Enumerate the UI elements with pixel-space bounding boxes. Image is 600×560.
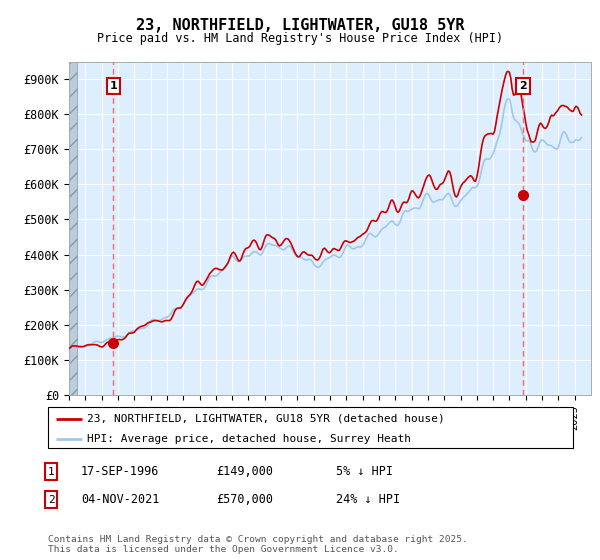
Text: 5% ↓ HPI: 5% ↓ HPI [336, 465, 393, 478]
Text: 1: 1 [47, 466, 55, 477]
Text: £149,000: £149,000 [216, 465, 273, 478]
FancyBboxPatch shape [48, 407, 573, 448]
Bar [69, 62, 77, 395]
Text: 23, NORTHFIELD, LIGHTWATER, GU18 5YR (detached house): 23, NORTHFIELD, LIGHTWATER, GU18 5YR (de… [88, 414, 445, 423]
Text: 1: 1 [109, 81, 117, 91]
Text: Contains HM Land Registry data © Crown copyright and database right 2025.
This d: Contains HM Land Registry data © Crown c… [48, 535, 468, 554]
Text: 04-NOV-2021: 04-NOV-2021 [81, 493, 160, 506]
Text: HPI: Average price, detached house, Surrey Heath: HPI: Average price, detached house, Surr… [88, 434, 412, 444]
Text: 2: 2 [47, 494, 55, 505]
Text: £570,000: £570,000 [216, 493, 273, 506]
Text: 2: 2 [519, 81, 527, 91]
Text: 24% ↓ HPI: 24% ↓ HPI [336, 493, 400, 506]
Text: 17-SEP-1996: 17-SEP-1996 [81, 465, 160, 478]
Text: 23, NORTHFIELD, LIGHTWATER, GU18 5YR: 23, NORTHFIELD, LIGHTWATER, GU18 5YR [136, 18, 464, 33]
Text: Price paid vs. HM Land Registry's House Price Index (HPI): Price paid vs. HM Land Registry's House … [97, 32, 503, 45]
